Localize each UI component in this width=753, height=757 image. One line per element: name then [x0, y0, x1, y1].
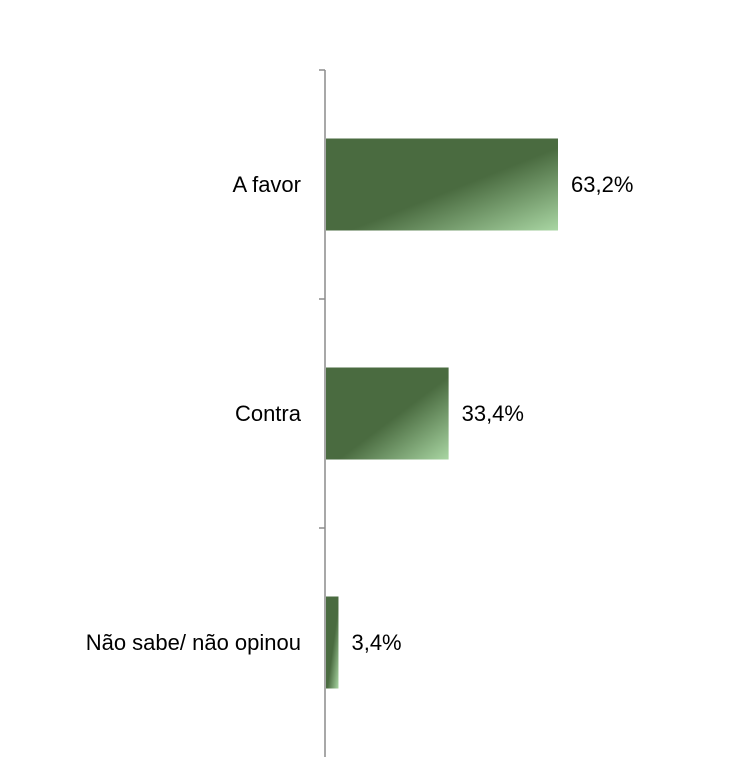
data-label: 3,4%	[351, 630, 401, 655]
data-label: 33,4%	[462, 401, 524, 426]
bar-1	[326, 138, 558, 231]
category-label: Contra	[235, 401, 302, 426]
y-axis	[319, 69, 326, 757]
labels: A favor 63,2% Contra 33,4% Não sabe/ não opi…	[86, 172, 634, 655]
category-label: A favor	[233, 172, 301, 197]
bars	[326, 138, 558, 689]
bar-3	[326, 596, 339, 689]
bar-2	[326, 367, 449, 460]
category-label: Não sabe/ não opinou	[86, 630, 301, 655]
data-label: 63,2%	[571, 172, 633, 197]
